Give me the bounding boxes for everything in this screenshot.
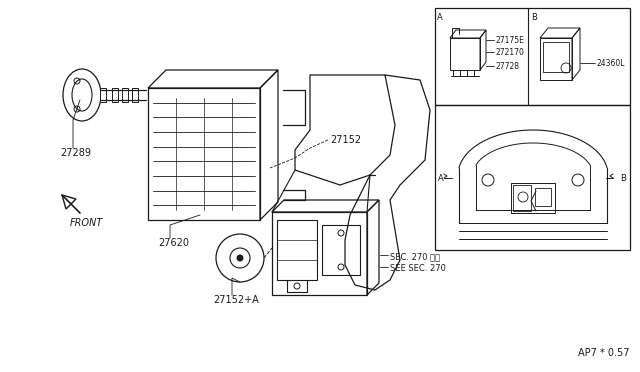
Text: A: A (438, 173, 444, 183)
Bar (277, 220, 317, 280)
Text: 27152: 27152 (330, 135, 361, 145)
Circle shape (237, 255, 243, 261)
Bar (100, 88, 106, 102)
Bar (511, 183, 555, 213)
Polygon shape (62, 195, 76, 209)
Text: AP7 * 0.57: AP7 * 0.57 (579, 348, 630, 358)
Bar (322, 225, 360, 275)
Text: 27620: 27620 (158, 238, 189, 248)
Bar (132, 88, 138, 102)
Text: 27289: 27289 (60, 148, 91, 158)
Bar (435, 8, 630, 105)
Text: A: A (437, 13, 443, 22)
Text: 27175E: 27175E (496, 35, 525, 45)
Bar (535, 188, 551, 206)
Bar (435, 105, 630, 250)
Text: B: B (531, 13, 537, 22)
Text: B: B (620, 173, 626, 183)
Text: 24360L: 24360L (597, 58, 625, 67)
Bar (122, 88, 128, 102)
Text: 27728: 27728 (496, 61, 520, 71)
Bar (112, 88, 118, 102)
Bar (513, 185, 531, 211)
Text: SEC. 270 参照: SEC. 270 参照 (390, 252, 440, 261)
Text: SEE SEC. 270: SEE SEC. 270 (390, 264, 446, 273)
Bar (543, 42, 569, 72)
Text: FRONT: FRONT (70, 218, 103, 228)
Text: 27152+A: 27152+A (213, 295, 259, 305)
Text: 272170: 272170 (496, 48, 525, 57)
